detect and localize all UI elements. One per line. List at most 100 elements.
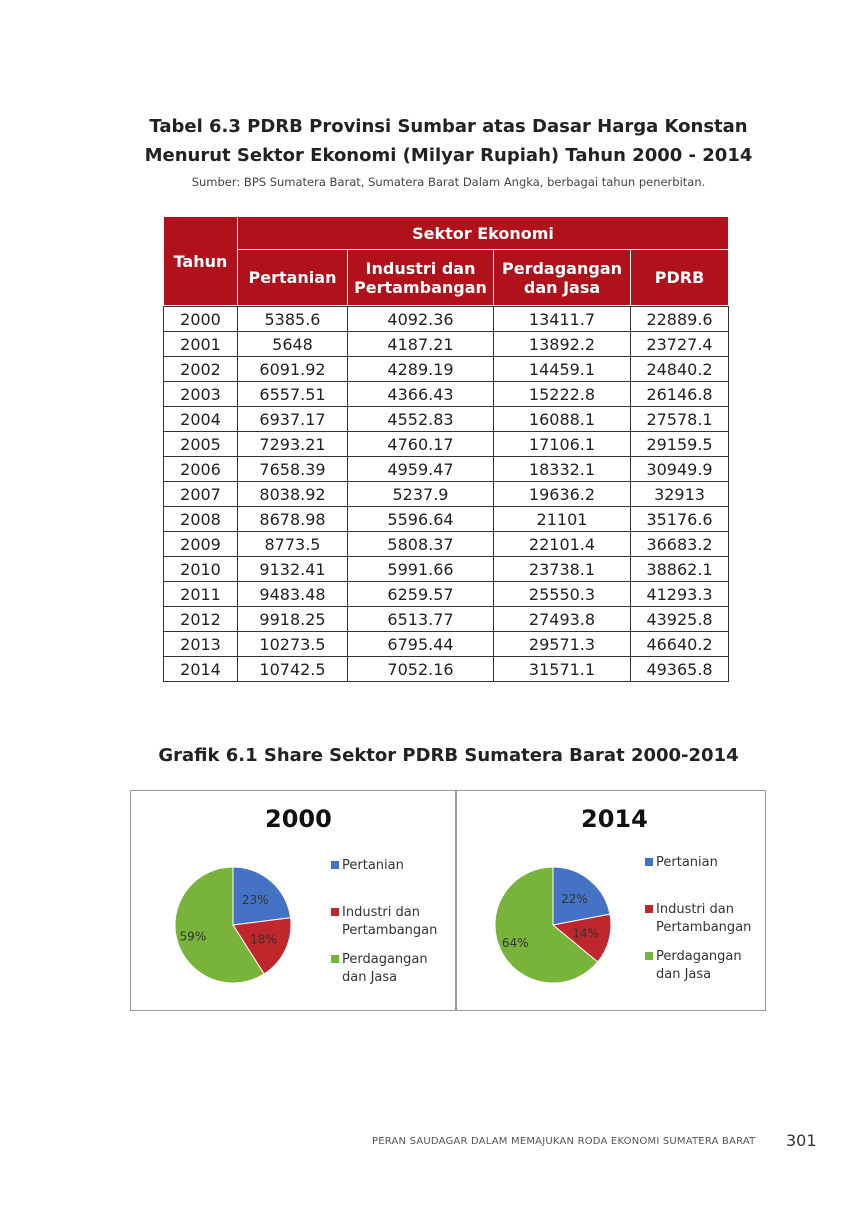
legend-swatch-red xyxy=(645,905,653,913)
legend-2014: Pertanian Industri dan Pertambangan Perd… xyxy=(645,854,751,984)
cell-perdagangan: 14459.1 xyxy=(493,356,631,382)
cell-industri: 5991.66 xyxy=(347,556,494,582)
table-row: 2010 9132.41 5991.66 23738.1 38862.1 xyxy=(163,556,730,582)
cell-perdagangan: 15222.8 xyxy=(493,381,631,407)
cell-industri: 6259.57 xyxy=(347,581,494,607)
pie-title-2014: 2014 xyxy=(581,805,648,833)
cell-tahun: 2003 xyxy=(163,381,238,407)
header-sektor-ekonomi: Sektor Ekonomi xyxy=(236,216,730,250)
legend-swatch-blue xyxy=(645,858,653,866)
cell-perdagangan: 13411.7 xyxy=(493,306,631,332)
legend-item-industri: Industri dan xyxy=(645,901,751,919)
table-row: 2000 5385.6 4092.36 13411.7 22889.6 xyxy=(163,306,730,332)
cell-industri: 7052.16 xyxy=(347,656,494,682)
cell-pdrb: 32913 xyxy=(629,481,730,507)
pie-data-label: 14% xyxy=(572,926,599,940)
cell-pdrb: 36683.2 xyxy=(629,531,730,557)
pie-data-label: 64% xyxy=(502,936,529,950)
cell-pertanian: 7658.39 xyxy=(237,456,348,482)
pie-slice-perdagangan xyxy=(494,866,599,984)
legend-item-pertanian: Pertanian xyxy=(331,857,437,875)
cell-perdagangan: 21101 xyxy=(493,506,631,532)
cell-industri: 5237.9 xyxy=(347,481,494,507)
pie-title-2000: 2000 xyxy=(265,805,332,833)
table-source: Sumber: BPS Sumatera Barat, Sumatera Bar… xyxy=(191,175,706,189)
legend-label-industri-1: Industri dan xyxy=(656,902,734,917)
pie-data-label: 59% xyxy=(180,930,207,944)
legend-2000: Pertanian Industri dan Pertambangan Perd… xyxy=(331,857,437,987)
pie-chart-2014: 22% 14% 64% xyxy=(494,866,612,984)
cell-industri: 5808.37 xyxy=(347,531,494,557)
page-number: 301 xyxy=(786,1131,817,1150)
cell-pdrb: 41293.3 xyxy=(629,581,730,607)
cell-industri: 4552.83 xyxy=(347,406,494,432)
pie-slice-pertanian xyxy=(232,866,292,926)
header-perdagangan-line1: Perdagangan xyxy=(502,258,622,278)
cell-pertanian: 9483.48 xyxy=(237,581,348,607)
cell-pdrb: 23727.4 xyxy=(629,331,730,357)
cell-pdrb: 29159.5 xyxy=(629,431,730,457)
pdrb-table: Tahun Sektor Ekonomi Pertanian Industri … xyxy=(163,216,730,682)
cell-tahun: 2013 xyxy=(163,631,238,657)
cell-perdagangan: 13892.2 xyxy=(493,331,631,357)
table-row: 2003 6557.51 4366.43 15222.8 26146.8 xyxy=(163,381,730,407)
cell-pertanian: 6557.51 xyxy=(237,381,348,407)
cell-tahun: 2014 xyxy=(163,656,238,682)
cell-industri: 4187.21 xyxy=(347,331,494,357)
legend-label-industri-1: Industri dan xyxy=(342,905,420,920)
cell-perdagangan: 27493.8 xyxy=(493,606,631,632)
pie-data-label: 18% xyxy=(250,932,277,946)
legend-label-pertanian: Pertanian xyxy=(656,855,718,870)
legend-swatch-green xyxy=(645,952,653,960)
cell-tahun: 2009 xyxy=(163,531,238,557)
header-pertanian: Pertanian xyxy=(237,249,348,306)
cell-perdagangan: 17106.1 xyxy=(493,431,631,457)
cell-perdagangan: 19636.2 xyxy=(493,481,631,507)
cell-industri: 6795.44 xyxy=(347,631,494,657)
table-row: 2014 10742.5 7052.16 31571.1 49365.8 xyxy=(163,656,730,682)
cell-perdagangan: 16088.1 xyxy=(493,406,631,432)
legend-label-perdagangan-1: Perdagangan xyxy=(656,949,742,964)
header-pdrb: PDRB xyxy=(629,249,730,306)
cell-industri: 6513.77 xyxy=(347,606,494,632)
header-industri-line2: Pertambangan xyxy=(354,277,487,297)
legend-label-perdagangan-2: dan Jasa xyxy=(656,967,712,982)
cell-industri: 4366.43 xyxy=(347,381,494,407)
cell-tahun: 2000 xyxy=(163,306,238,332)
table-title-line1: Tabel 6.3 PDRB Provinsi Sumbar atas Dasa… xyxy=(149,116,748,137)
table-row: 2005 7293.21 4760.17 17106.1 29159.5 xyxy=(163,431,730,457)
cell-tahun: 2008 xyxy=(163,506,238,532)
cell-pertanian: 6091.92 xyxy=(237,356,348,382)
table-row: 2011 9483.48 6259.57 25550.3 41293.3 xyxy=(163,581,730,607)
table-row: 2009 8773.5 5808.37 22101.4 36683.2 xyxy=(163,531,730,557)
table-row: 2012 9918.25 6513.77 27493.8 43925.8 xyxy=(163,606,730,632)
cell-pdrb: 30949.9 xyxy=(629,456,730,482)
header-tahun: Tahun xyxy=(163,216,238,306)
legend-item-perdagangan: Perdagangan xyxy=(645,948,751,966)
table-row: 2006 7658.39 4959.47 18332.1 30949.9 xyxy=(163,456,730,482)
pie-slice-perdagangan xyxy=(174,866,265,984)
cell-industri: 4959.47 xyxy=(347,456,494,482)
header-industri: Industri dan Pertambangan xyxy=(347,249,494,306)
pie-panel-2014: 2014 22% 14% 64% Pertanian Industri dan Pe… xyxy=(456,790,766,1011)
legend-swatch-green xyxy=(331,955,339,963)
cell-industri: 4289.19 xyxy=(347,356,494,382)
legend-label-perdagangan-2: dan Jasa xyxy=(342,970,398,985)
header-perdagangan-line2: dan Jasa xyxy=(523,277,601,297)
table-body: 2000 5385.6 4092.36 13411.7 22889.6 2001 5648 4… xyxy=(163,306,730,682)
cell-pdrb: 43925.8 xyxy=(629,606,730,632)
cell-pertanian: 8773.5 xyxy=(237,531,348,557)
cell-pertanian: 5385.6 xyxy=(237,306,348,332)
graph-title: Grafik 6.1 Share Sektor PDRB Sumatera Ba… xyxy=(158,745,739,766)
cell-perdagangan: 29571.3 xyxy=(493,631,631,657)
header-perdagangan: Perdagangan dan Jasa xyxy=(493,249,631,306)
cell-tahun: 2006 xyxy=(163,456,238,482)
legend-swatch-blue xyxy=(331,861,339,869)
cell-tahun: 2005 xyxy=(163,431,238,457)
pie-slice-pertanian xyxy=(552,866,611,926)
cell-industri: 5596.64 xyxy=(347,506,494,532)
cell-perdagangan: 22101.4 xyxy=(493,531,631,557)
cell-industri: 4760.17 xyxy=(347,431,494,457)
cell-pdrb: 35176.6 xyxy=(629,506,730,532)
cell-pertanian: 9918.25 xyxy=(237,606,348,632)
